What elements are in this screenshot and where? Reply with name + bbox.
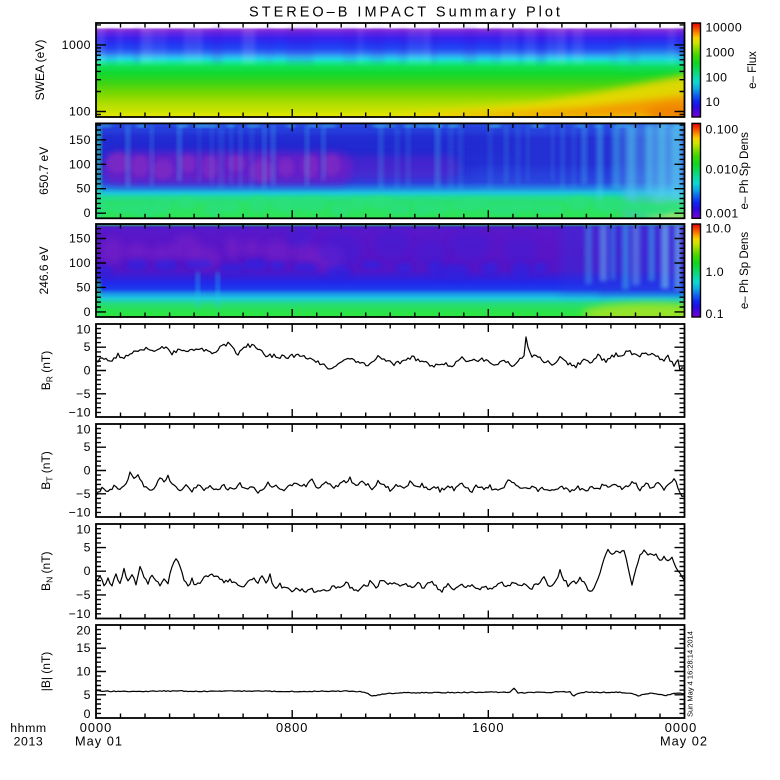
svg-text:5: 5 xyxy=(84,440,91,454)
svg-text:10.0: 10.0 xyxy=(706,221,732,235)
svg-text:STEREO–B IMPACT Summary Plot: STEREO–B IMPACT Summary Plot xyxy=(249,5,563,21)
svg-text:−10: −10 xyxy=(69,607,91,621)
svg-text:−5: −5 xyxy=(76,487,91,501)
svg-text:0.100: 0.100 xyxy=(706,122,739,136)
svg-text:May 02: May 02 xyxy=(660,734,708,749)
svg-text:100: 100 xyxy=(69,105,91,119)
svg-text:1000: 1000 xyxy=(62,38,91,52)
svg-text:0: 0 xyxy=(84,707,91,721)
svg-text:SWEA (eV): SWEA (eV) xyxy=(33,40,47,101)
svg-text:10: 10 xyxy=(706,95,721,109)
svg-text:100: 100 xyxy=(706,71,728,85)
svg-text:5: 5 xyxy=(84,688,91,702)
svg-text:|B| (nT): |B| (nT) xyxy=(39,652,53,692)
svg-text:5: 5 xyxy=(84,340,91,354)
svg-text:−10: −10 xyxy=(69,506,91,520)
svg-text:e– Ph Sp Dens: e– Ph Sp Dens xyxy=(739,232,751,310)
svg-text:100: 100 xyxy=(69,256,91,270)
svg-text:100: 100 xyxy=(69,157,91,171)
svg-text:0000: 0000 xyxy=(665,720,697,735)
svg-text:0.010: 0.010 xyxy=(706,162,739,176)
svg-text:10: 10 xyxy=(76,665,91,679)
svg-text:BN (nT): BN (nT) xyxy=(39,551,55,591)
svg-text:0: 0 xyxy=(84,305,91,319)
svg-text:150: 150 xyxy=(69,133,91,147)
svg-text:650.7 eV: 650.7 eV xyxy=(37,147,51,195)
svg-text:Sun May 4 16:28:14 2014: Sun May 4 16:28:14 2014 xyxy=(686,631,695,717)
svg-text:20: 20 xyxy=(76,624,91,638)
svg-text:−5: −5 xyxy=(76,387,91,401)
svg-text:BR (nT): BR (nT) xyxy=(39,351,55,391)
svg-text:0: 0 xyxy=(84,464,91,478)
svg-text:e– Ph Sp Dens: e– Ph Sp Dens xyxy=(739,132,751,210)
svg-text:1600: 1600 xyxy=(472,720,504,735)
svg-text:BT (nT): BT (nT) xyxy=(39,451,55,490)
svg-text:May 01: May 01 xyxy=(75,734,123,749)
svg-text:1000: 1000 xyxy=(706,46,735,60)
svg-text:0.001: 0.001 xyxy=(706,207,739,221)
svg-text:1.0: 1.0 xyxy=(706,265,725,279)
svg-text:hhmm: hhmm xyxy=(10,721,47,735)
svg-text:50: 50 xyxy=(76,182,91,196)
svg-text:0.1: 0.1 xyxy=(706,307,725,321)
svg-text:10000: 10000 xyxy=(706,21,743,35)
svg-text:150: 150 xyxy=(69,232,91,246)
svg-text:0: 0 xyxy=(84,206,91,220)
svg-text:0800: 0800 xyxy=(276,720,308,735)
svg-text:10: 10 xyxy=(76,323,91,337)
svg-text:0: 0 xyxy=(84,564,91,578)
svg-text:10: 10 xyxy=(76,423,91,437)
svg-text:5: 5 xyxy=(84,541,91,555)
svg-text:2013: 2013 xyxy=(14,735,44,749)
svg-text:10: 10 xyxy=(76,523,91,537)
svg-text:0000: 0000 xyxy=(80,720,112,735)
svg-text:0: 0 xyxy=(84,364,91,378)
svg-text:15: 15 xyxy=(76,641,91,655)
svg-text:50: 50 xyxy=(76,280,91,294)
svg-text:−10: −10 xyxy=(69,406,91,420)
svg-text:−5: −5 xyxy=(76,588,91,602)
svg-text:e– Flux: e– Flux xyxy=(747,51,759,89)
svg-text:246.6 eV: 246.6 eV xyxy=(37,246,51,294)
